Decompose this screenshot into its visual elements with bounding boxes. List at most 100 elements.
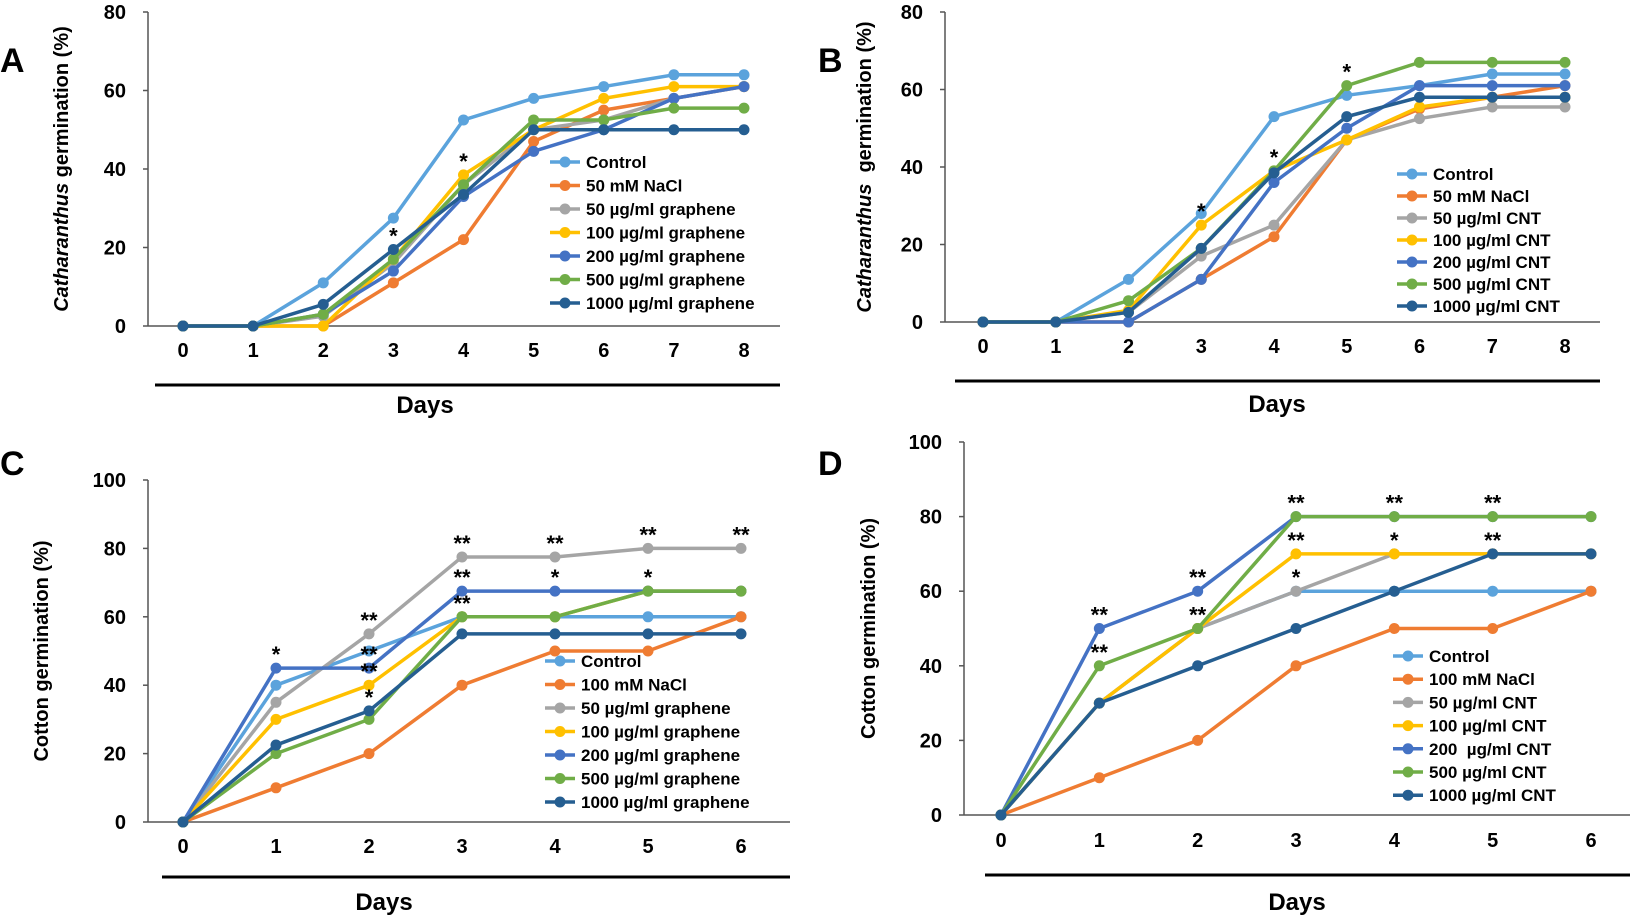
data-point [317, 320, 329, 332]
data-point [668, 92, 680, 104]
significance-marker: * [272, 642, 281, 667]
x-tick-label: 3 [1196, 336, 1207, 358]
y-tick-label: 40 [901, 157, 923, 179]
legend-marker [554, 726, 566, 737]
legend: Control 100 mM NaCl 50 µg/ml CNT 100 µg/ml … [1393, 647, 1557, 805]
x-tick-label: 3 [388, 340, 399, 362]
data-point [456, 611, 468, 623]
data-point [270, 679, 282, 691]
data-point [1487, 511, 1499, 523]
series-c1000 [177, 628, 747, 828]
data-point [1486, 68, 1498, 80]
legend-marker [559, 297, 571, 309]
y-tick-label: 100 [93, 470, 126, 492]
legend-label: 200 µg/ml CNT [1429, 740, 1552, 759]
x-tick-label: 4 [549, 836, 561, 858]
legend-label: 1000 µg/ml graphene [586, 294, 755, 313]
data-point [1559, 68, 1571, 80]
data-point [1123, 316, 1134, 328]
data-point [642, 628, 654, 640]
series-line [182, 615, 742, 824]
legend-label: 50 µg/ml CNT [1429, 693, 1538, 712]
data-point [1268, 167, 1280, 179]
legend-label: 1000 µg/ml CNT [1429, 786, 1557, 805]
data-point [598, 81, 610, 93]
data-point [1487, 548, 1499, 560]
data-point [1268, 231, 1280, 243]
significance-marker: * [389, 223, 398, 248]
data-point [735, 611, 747, 623]
data-point [1559, 56, 1571, 68]
legend: Control 50 mM NaCl 50 µg/ml CNT 100 µg/ml C… [1397, 165, 1561, 316]
significance-marker: ** [360, 608, 378, 633]
significance-marker: * [1390, 528, 1399, 553]
legend-label: 500 µg/ml graphene [586, 271, 745, 290]
significance-marker: ** [1386, 491, 1404, 516]
significance-marker: * [459, 149, 468, 174]
data-point [1123, 273, 1134, 285]
legend-label: 500 µg/ml CNT [1429, 763, 1547, 782]
y-tick-label: 40 [920, 656, 942, 678]
x-tick-label: 1 [1094, 830, 1105, 852]
data-point [1487, 623, 1499, 634]
x-tick-label: 8 [738, 340, 749, 362]
data-point [458, 189, 469, 201]
significance-marker: ** [1189, 565, 1207, 590]
data-point [528, 136, 540, 148]
data-point [317, 308, 329, 320]
data-point [1341, 134, 1353, 146]
data-point [363, 679, 375, 691]
significance-marker: * [1342, 60, 1351, 85]
data-point [598, 114, 610, 126]
legend-marker [1402, 650, 1414, 662]
y-tick-label: 60 [104, 81, 126, 103]
data-point [456, 628, 468, 640]
data-point [1486, 101, 1498, 113]
x-tick-label: 6 [1585, 830, 1596, 852]
data-point [995, 809, 1007, 821]
data-point [387, 277, 399, 289]
data-point [363, 662, 375, 674]
series-c1000 [177, 124, 750, 332]
data-point [363, 645, 375, 657]
x-tick-label: 5 [528, 340, 539, 362]
y-tick-label: 60 [920, 581, 942, 603]
data-point [1341, 89, 1353, 101]
data-point [270, 782, 282, 794]
legend-marker [559, 203, 571, 215]
data-point [1341, 111, 1353, 123]
legend-marker [1406, 300, 1418, 312]
x-tick-label: 0 [995, 830, 1006, 852]
data-point [668, 124, 680, 136]
data-point [1093, 697, 1105, 709]
y-axis-label-text: germination (%) [854, 21, 876, 183]
legend-marker [1406, 212, 1418, 224]
legend-marker [1406, 190, 1418, 202]
y-tick-label: 80 [920, 507, 942, 529]
significance-marker: * [1197, 199, 1206, 224]
legend-marker [554, 796, 566, 808]
x-tick-label: 2 [1192, 830, 1203, 852]
legend-label: 200 µg/ml CNT [1433, 253, 1551, 272]
y-tick-label: 80 [104, 2, 126, 24]
x-tick-label: 4 [1389, 830, 1401, 852]
y-axis-label: Cotton germination (%) [31, 540, 53, 761]
data-point [1414, 91, 1425, 103]
data-point [668, 69, 680, 81]
data-point [458, 179, 469, 191]
data-point [1093, 660, 1105, 672]
legend-label: 100 µg/ml graphene [586, 224, 745, 243]
data-point [1123, 306, 1134, 318]
legend-marker [1402, 673, 1414, 685]
data-point [1195, 250, 1207, 262]
data-point [642, 611, 654, 623]
x-tick-label: 2 [1123, 336, 1134, 358]
data-point [738, 69, 750, 81]
y-tick-label: 40 [104, 159, 126, 181]
legend-marker [554, 655, 566, 667]
legend-marker [1402, 720, 1414, 732]
panel-letter: D [818, 445, 843, 483]
data-point [735, 585, 747, 597]
y-tick-label: 20 [104, 744, 126, 766]
significance-marker: ** [360, 659, 378, 684]
